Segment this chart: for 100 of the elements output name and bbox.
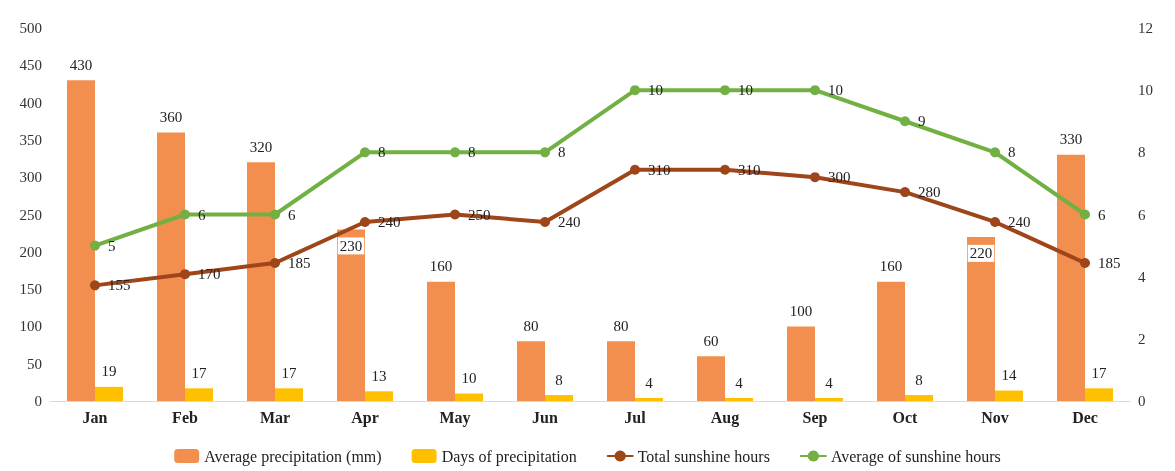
point — [450, 209, 460, 220]
data-label: 185 — [1098, 254, 1121, 271]
point — [810, 85, 820, 96]
bar — [1085, 388, 1113, 401]
data-label: 160 — [429, 258, 453, 275]
y-tick-label: 200 — [19, 243, 42, 260]
point — [360, 147, 370, 158]
data-label: 310 — [738, 161, 761, 178]
data-label: 17 — [281, 364, 297, 381]
x-tick-label: May — [439, 408, 471, 427]
data-label: 60 — [703, 332, 719, 349]
data-label: 10 — [828, 82, 843, 99]
y-tick-label: 0 — [34, 393, 42, 409]
bar — [635, 398, 663, 401]
data-label: 360 — [159, 108, 183, 125]
x-tick-label: Nov — [981, 408, 1009, 426]
data-label: 10 — [461, 370, 477, 387]
x-tick-label: Oct — [892, 408, 919, 426]
y-tick-label: 100 — [19, 318, 42, 335]
y2-tick-label: 2 — [1138, 330, 1146, 347]
bar — [337, 229, 365, 401]
point — [90, 280, 100, 291]
data-label: 220 — [969, 245, 993, 262]
point — [90, 240, 100, 251]
point — [540, 147, 550, 158]
legend-label: Average of sunshine hours — [830, 447, 1001, 466]
bar — [995, 390, 1023, 401]
bar — [787, 326, 815, 401]
data-label: 14 — [1001, 367, 1017, 384]
data-label: 430 — [69, 56, 93, 73]
point — [810, 172, 820, 183]
x-tick-label: Jan — [82, 408, 108, 426]
point — [180, 209, 190, 220]
y-tick-label: 150 — [19, 281, 42, 298]
bar — [185, 388, 213, 401]
legend-label: Days of precipitation — [441, 447, 577, 466]
bar — [427, 281, 455, 401]
data-label: 8 — [555, 371, 563, 388]
data-label: 80 — [523, 317, 539, 334]
data-label: 80 — [613, 317, 629, 334]
x-tick-label: Jul — [624, 408, 647, 426]
data-label: 5 — [108, 237, 116, 254]
data-label: 330 — [1059, 131, 1083, 148]
point — [360, 216, 370, 227]
data-label: 240 — [1008, 213, 1031, 230]
bar — [67, 80, 95, 401]
x-tick-label: Dec — [1072, 408, 1098, 426]
bar — [95, 386, 123, 401]
bar — [607, 341, 635, 401]
y2-tick-label: 12 — [1138, 20, 1153, 36]
x-tick-label: Jun — [532, 408, 558, 426]
data-label: 6 — [1098, 206, 1106, 223]
bar — [455, 393, 483, 401]
point — [990, 147, 1000, 158]
point — [630, 85, 640, 96]
x-tick-label: Aug — [710, 408, 740, 427]
y2-tick-label: 10 — [1138, 82, 1153, 99]
point — [180, 269, 190, 280]
point — [540, 216, 550, 227]
bar — [815, 398, 843, 401]
data-label: 4 — [735, 374, 744, 391]
data-label: 8 — [1008, 144, 1016, 161]
y2-tick-label: 0 — [1138, 393, 1146, 409]
y-tick-label: 50 — [27, 355, 42, 372]
data-label: 17 — [191, 364, 207, 381]
point — [270, 257, 280, 268]
data-label: 8 — [558, 144, 566, 161]
bar — [247, 162, 275, 401]
y-tick-label: 400 — [19, 94, 42, 111]
data-label: 320 — [249, 138, 273, 155]
data-label: 8 — [468, 144, 476, 161]
point — [990, 216, 1000, 227]
bar — [157, 132, 185, 401]
bar — [877, 281, 905, 401]
data-label: 240 — [558, 213, 581, 230]
y-tick-label: 300 — [19, 169, 42, 186]
y2-tick-label: 8 — [1138, 144, 1146, 161]
data-label: 13 — [371, 367, 387, 384]
data-label: 4 — [825, 374, 834, 391]
x-tick-label: Apr — [351, 408, 379, 427]
data-label: 19 — [101, 363, 117, 380]
bar — [725, 398, 753, 401]
y2-tick-label: 6 — [1138, 206, 1146, 223]
data-label: 4 — [645, 374, 654, 391]
point — [270, 209, 280, 220]
data-label: 160 — [879, 258, 903, 275]
bar — [1057, 154, 1085, 401]
point — [720, 85, 730, 96]
data-label: 250 — [468, 206, 491, 223]
bar — [275, 388, 303, 401]
y-tick-label: 500 — [19, 20, 42, 36]
bar — [545, 395, 573, 401]
bar — [905, 395, 933, 401]
point — [450, 147, 460, 158]
data-label: 6 — [288, 206, 296, 223]
y-tick-label: 350 — [19, 131, 42, 148]
legend-label: Average precipitation (mm) — [204, 447, 382, 466]
point — [900, 116, 910, 127]
point — [1080, 209, 1090, 220]
point — [630, 164, 640, 175]
